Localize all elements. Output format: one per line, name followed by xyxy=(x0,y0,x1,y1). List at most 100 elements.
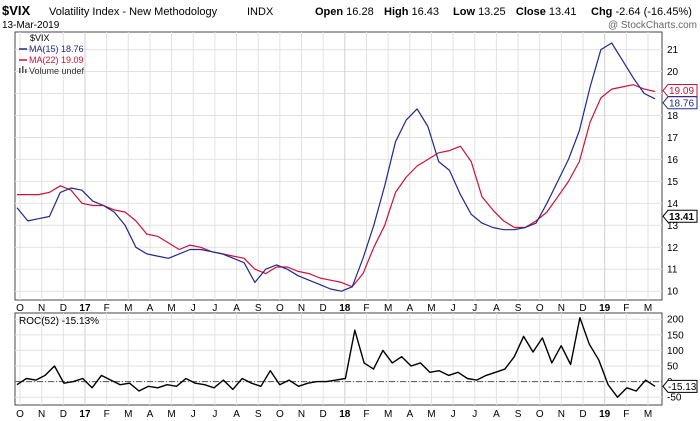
last-value-flag xyxy=(662,96,698,110)
price-x-label: M xyxy=(384,303,392,314)
roc-last-value-flag: -15.13 xyxy=(662,379,698,393)
price-x-label: F xyxy=(623,303,629,314)
roc-x-label: J xyxy=(472,409,477,420)
roc-series xyxy=(16,317,656,398)
price-x-label: A xyxy=(493,303,500,314)
roc-x-label: S xyxy=(515,409,522,420)
roc-x-label: S xyxy=(255,409,262,420)
price-x-label: J xyxy=(472,303,477,314)
price-tick-label: 21 xyxy=(667,45,679,56)
roc-x-label: O xyxy=(16,409,24,420)
roc-x-label: N xyxy=(38,409,45,420)
last-value-flag xyxy=(662,84,698,98)
price-x-label: S xyxy=(515,303,522,314)
price-x-label: 19 xyxy=(599,303,611,314)
price-x-label: M xyxy=(644,303,652,314)
roc-panel xyxy=(14,312,663,406)
price-x-label: 17 xyxy=(79,303,91,314)
price-x-label: F xyxy=(104,303,110,314)
legend-ma22: MA(22) 19.09 xyxy=(29,55,84,65)
roc-x-axis: O N D 17 F M A M J J A S O N D 18 F M A M J J A S O N D 19 F M xyxy=(16,409,652,420)
series-line-roc52 xyxy=(16,317,656,398)
price-tick-label: 16 xyxy=(667,155,679,166)
series-line-ma22 xyxy=(17,84,656,288)
roc-x-label: J xyxy=(212,409,217,420)
price-tick-label: 15 xyxy=(667,177,679,188)
roc-tick-label: 100 xyxy=(667,346,684,357)
quote-close: Close 13.41 xyxy=(516,6,577,18)
last-value-label: 13.41 xyxy=(669,212,694,223)
roc-x-label: O xyxy=(276,409,284,420)
roc-tick-label: 50 xyxy=(667,362,679,373)
roc-x-label: N xyxy=(298,409,305,420)
price-x-label: J xyxy=(191,303,196,314)
roc-x-label: A xyxy=(493,409,500,420)
price-tick-label: 10 xyxy=(667,287,679,298)
symbol: $VIX xyxy=(2,3,31,18)
price-x-label: F xyxy=(363,303,369,314)
price-x-label: M xyxy=(124,303,132,314)
roc-x-label: N xyxy=(558,409,565,420)
price-x-label: O xyxy=(536,303,544,314)
price-x-label: D xyxy=(320,303,327,314)
exchange-label: INDX xyxy=(247,6,274,18)
roc-x-label: J xyxy=(451,409,456,420)
chart-date: 13-Mar-2019 xyxy=(2,20,60,31)
volume-icon xyxy=(19,66,27,73)
quote-open: Open 16.28 xyxy=(315,6,374,18)
roc-x-label: M xyxy=(384,409,392,420)
price-x-label: A xyxy=(406,303,413,314)
last-value-label: 18.76 xyxy=(669,98,694,109)
price-x-label: S xyxy=(255,303,262,314)
roc-value-label: -15.13 xyxy=(668,382,697,393)
price-x-label: 18 xyxy=(339,303,351,314)
price-x-label: J xyxy=(451,303,456,314)
roc-x-label: D xyxy=(320,409,327,420)
price-x-label: M xyxy=(167,303,175,314)
price-x-label: O xyxy=(276,303,284,314)
roc-x-label: 17 xyxy=(79,409,91,420)
price-x-label: D xyxy=(60,303,67,314)
price-grid xyxy=(15,32,662,300)
roc-x-label: A xyxy=(233,409,240,420)
price-x-label: M xyxy=(427,303,435,314)
roc-x-label: M xyxy=(644,409,652,420)
price-legend: $VIX MA(15) 18.76 MA(22) 19.09 Volume un… xyxy=(19,33,85,76)
quote-chg: Chg -2.64 (-16.45%) xyxy=(591,6,692,18)
watermark: @ StockCharts.com xyxy=(608,20,697,31)
roc-x-label: O xyxy=(536,409,544,420)
price-tick-label: 18 xyxy=(667,111,679,122)
quote-low: Low 13.25 xyxy=(453,6,506,18)
legend-ma15: MA(15) 18.76 xyxy=(29,44,84,54)
quote-high: High 16.43 xyxy=(384,6,439,18)
price-x-label: N xyxy=(558,303,565,314)
roc-value-flag xyxy=(662,379,698,393)
price-series xyxy=(16,42,656,292)
roc-x-label: J xyxy=(191,409,196,420)
price-x-label: N xyxy=(38,303,45,314)
price-tick-label: 13 xyxy=(667,221,679,232)
roc-x-label: 18 xyxy=(339,409,351,420)
price-x-label: O xyxy=(16,303,24,314)
price-tick-label: 11 xyxy=(667,265,678,276)
quote-row: Open 16.28 High 16.43 Low 13.25 Close 13.41… xyxy=(315,6,692,18)
roc-x-label: M xyxy=(167,409,175,420)
roc-x-label: M xyxy=(124,409,132,420)
roc-grid xyxy=(15,313,662,405)
roc-x-label: M xyxy=(427,409,435,420)
legend-volume: Volume undef xyxy=(29,66,85,76)
price-x-label: J xyxy=(212,303,217,314)
roc-x-label: D xyxy=(60,409,67,420)
roc-x-label: D xyxy=(579,409,586,420)
series-line-ma15 xyxy=(16,42,656,292)
roc-x-label: A xyxy=(147,409,154,420)
price-x-label: D xyxy=(579,303,586,314)
roc-x-label: F xyxy=(623,409,629,420)
price-x-label: A xyxy=(233,303,240,314)
last-value-flag xyxy=(662,209,698,223)
price-y-axis: 101112131415161718192021 xyxy=(667,45,679,298)
price-x-label: A xyxy=(147,303,154,314)
price-tick-label: 17 xyxy=(667,133,679,144)
